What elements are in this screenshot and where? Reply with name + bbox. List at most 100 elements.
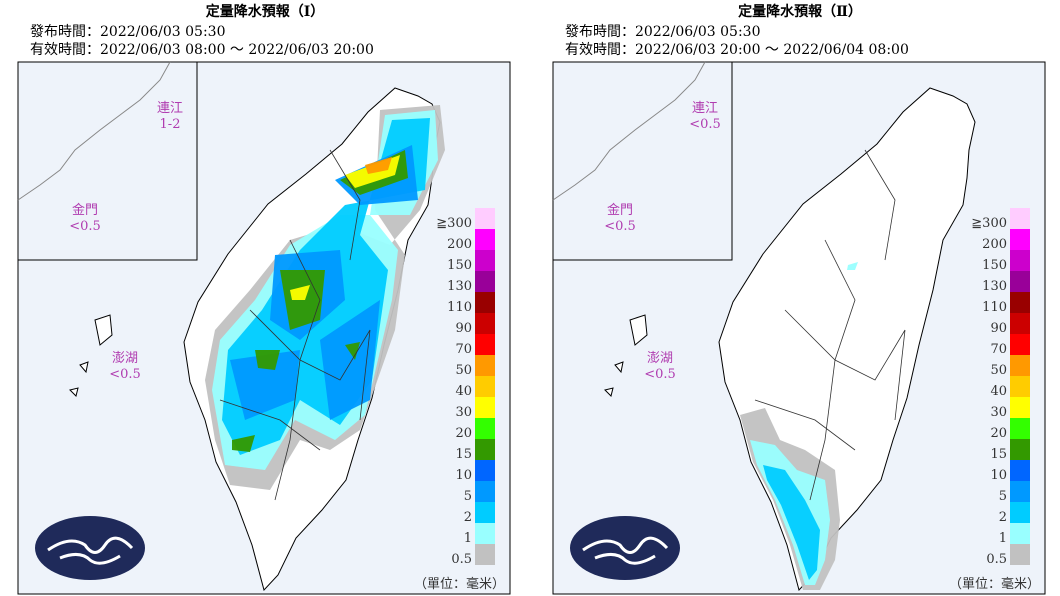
legend-swatch bbox=[475, 292, 495, 313]
legend-swatch bbox=[1010, 481, 1030, 502]
china-coast bbox=[552, 61, 706, 201]
legend-label: ≧300 bbox=[971, 216, 1007, 231]
legend-label: 90 bbox=[990, 321, 1007, 336]
legend-swatch bbox=[475, 460, 495, 481]
legend-swatch bbox=[475, 313, 495, 334]
penghu bbox=[604, 314, 648, 397]
legend-label: 2 bbox=[999, 510, 1007, 525]
island-name: 金門 bbox=[72, 202, 98, 218]
island-name: 連江 bbox=[692, 101, 718, 116]
rain-area bbox=[230, 145, 418, 420]
logo-swirl bbox=[582, 536, 669, 565]
county-borders bbox=[754, 149, 906, 501]
legend-label: ≧300 bbox=[436, 216, 472, 231]
logo bbox=[35, 516, 145, 580]
island-name: 澎湖 bbox=[647, 351, 673, 366]
title: 定量降水預報（Ⅱ） bbox=[738, 3, 862, 20]
legend-label: 50 bbox=[455, 363, 472, 378]
legend-label: 90 bbox=[455, 321, 472, 336]
legend-swatch bbox=[1010, 250, 1030, 271]
legend-swatch bbox=[475, 208, 495, 229]
logo-swirl bbox=[47, 536, 134, 565]
legend-swatch bbox=[1010, 208, 1030, 229]
island-value: <0.5 bbox=[604, 219, 636, 234]
legend-label: 150 bbox=[447, 258, 472, 273]
legend-swatch bbox=[475, 271, 495, 292]
island-value: 1-2 bbox=[160, 117, 181, 132]
legend-label: 40 bbox=[990, 384, 1007, 399]
legend-swatch bbox=[1010, 523, 1030, 544]
legend-swatch bbox=[1010, 439, 1030, 460]
legend-swatch bbox=[475, 334, 495, 355]
island-value: <0.5 bbox=[109, 367, 141, 382]
island-name: 連江 bbox=[157, 101, 183, 116]
china-coast bbox=[17, 61, 171, 201]
legend-label: 130 bbox=[982, 279, 1007, 294]
island-name: 澎湖 bbox=[112, 351, 138, 366]
unit-label: （單位：毫米） bbox=[949, 576, 1040, 592]
inset-frame bbox=[552, 61, 733, 261]
legend-swatch bbox=[475, 397, 495, 418]
legend-label: 30 bbox=[990, 405, 1007, 420]
issued-time: 發布時間：2022/06/03 05:30 bbox=[565, 24, 761, 40]
legend-label: 50 bbox=[990, 363, 1007, 378]
legend-label: 150 bbox=[982, 258, 1007, 273]
legend-label: 110 bbox=[447, 300, 472, 315]
legend-label: 2 bbox=[464, 510, 472, 525]
legend-swatch bbox=[1010, 313, 1030, 334]
legend-label: 15 bbox=[455, 447, 472, 462]
valid-time: 有效時間：2022/06/03 08:00 ～ 2022/06/03 20:00 bbox=[30, 42, 374, 58]
rain-area bbox=[365, 157, 392, 174]
legend-swatch bbox=[1010, 418, 1030, 439]
legend-label: 200 bbox=[982, 237, 1007, 252]
valid-time: 有效時間：2022/06/03 20:00 ～ 2022/06/04 08:00 bbox=[565, 42, 909, 58]
issued-time: 發布時間：2022/06/03 05:30 bbox=[30, 24, 226, 40]
legend-swatch bbox=[475, 481, 495, 502]
rain-area bbox=[763, 465, 820, 580]
island-value: <0.5 bbox=[689, 117, 721, 132]
legend-swatch bbox=[475, 418, 495, 439]
legend-label: 10 bbox=[990, 468, 1007, 483]
legend-swatch bbox=[475, 544, 495, 565]
legend-label: 200 bbox=[447, 237, 472, 252]
legend-swatch bbox=[1010, 502, 1030, 523]
legend-swatch bbox=[475, 439, 495, 460]
legend-label: 70 bbox=[990, 342, 1007, 357]
legend-swatch bbox=[475, 502, 495, 523]
legend-label: 30 bbox=[455, 405, 472, 420]
legend-label: 20 bbox=[990, 426, 1007, 441]
legend-swatch bbox=[475, 250, 495, 271]
legend-swatch bbox=[1010, 376, 1030, 397]
legend-label: 70 bbox=[455, 342, 472, 357]
legend-swatch bbox=[1010, 355, 1030, 376]
rain-area bbox=[290, 155, 400, 300]
legend-swatch bbox=[475, 229, 495, 250]
legend-swatch bbox=[1010, 397, 1030, 418]
forecast-panel: 定量降水預報（Ⅰ） 發布時間：2022/06/03 05:30 有效時間：2022/… bbox=[17, 3, 511, 595]
island-value: <0.5 bbox=[69, 219, 101, 234]
legend-swatch bbox=[1010, 229, 1030, 250]
unit-label: （單位：毫米） bbox=[414, 576, 505, 592]
legend-swatch bbox=[475, 355, 495, 376]
legend-label: 1 bbox=[464, 531, 472, 546]
legend-label: 5 bbox=[464, 489, 472, 504]
legend-swatch bbox=[1010, 271, 1030, 292]
legend-label: 40 bbox=[455, 384, 472, 399]
island-value: <0.5 bbox=[644, 367, 676, 382]
title: 定量降水預報（Ⅰ） bbox=[206, 3, 325, 20]
inset-frame bbox=[17, 61, 198, 261]
legend-label: 110 bbox=[982, 300, 1007, 315]
legend-label: 1 bbox=[999, 531, 1007, 546]
legend-swatch bbox=[1010, 292, 1030, 313]
county-borders bbox=[219, 149, 371, 501]
island-name: 金門 bbox=[607, 202, 633, 218]
legend-swatch bbox=[1010, 460, 1030, 481]
penghu bbox=[69, 314, 113, 397]
legend-swatch bbox=[1010, 544, 1030, 565]
legend-label: 130 bbox=[447, 279, 472, 294]
forecast-panel: 定量降水預報（Ⅱ） 發布時間：2022/06/03 05:30 有效時間：2022/… bbox=[552, 3, 1046, 595]
logo bbox=[570, 516, 680, 580]
legend-swatch bbox=[1010, 334, 1030, 355]
legend-label: 0.5 bbox=[986, 552, 1007, 567]
